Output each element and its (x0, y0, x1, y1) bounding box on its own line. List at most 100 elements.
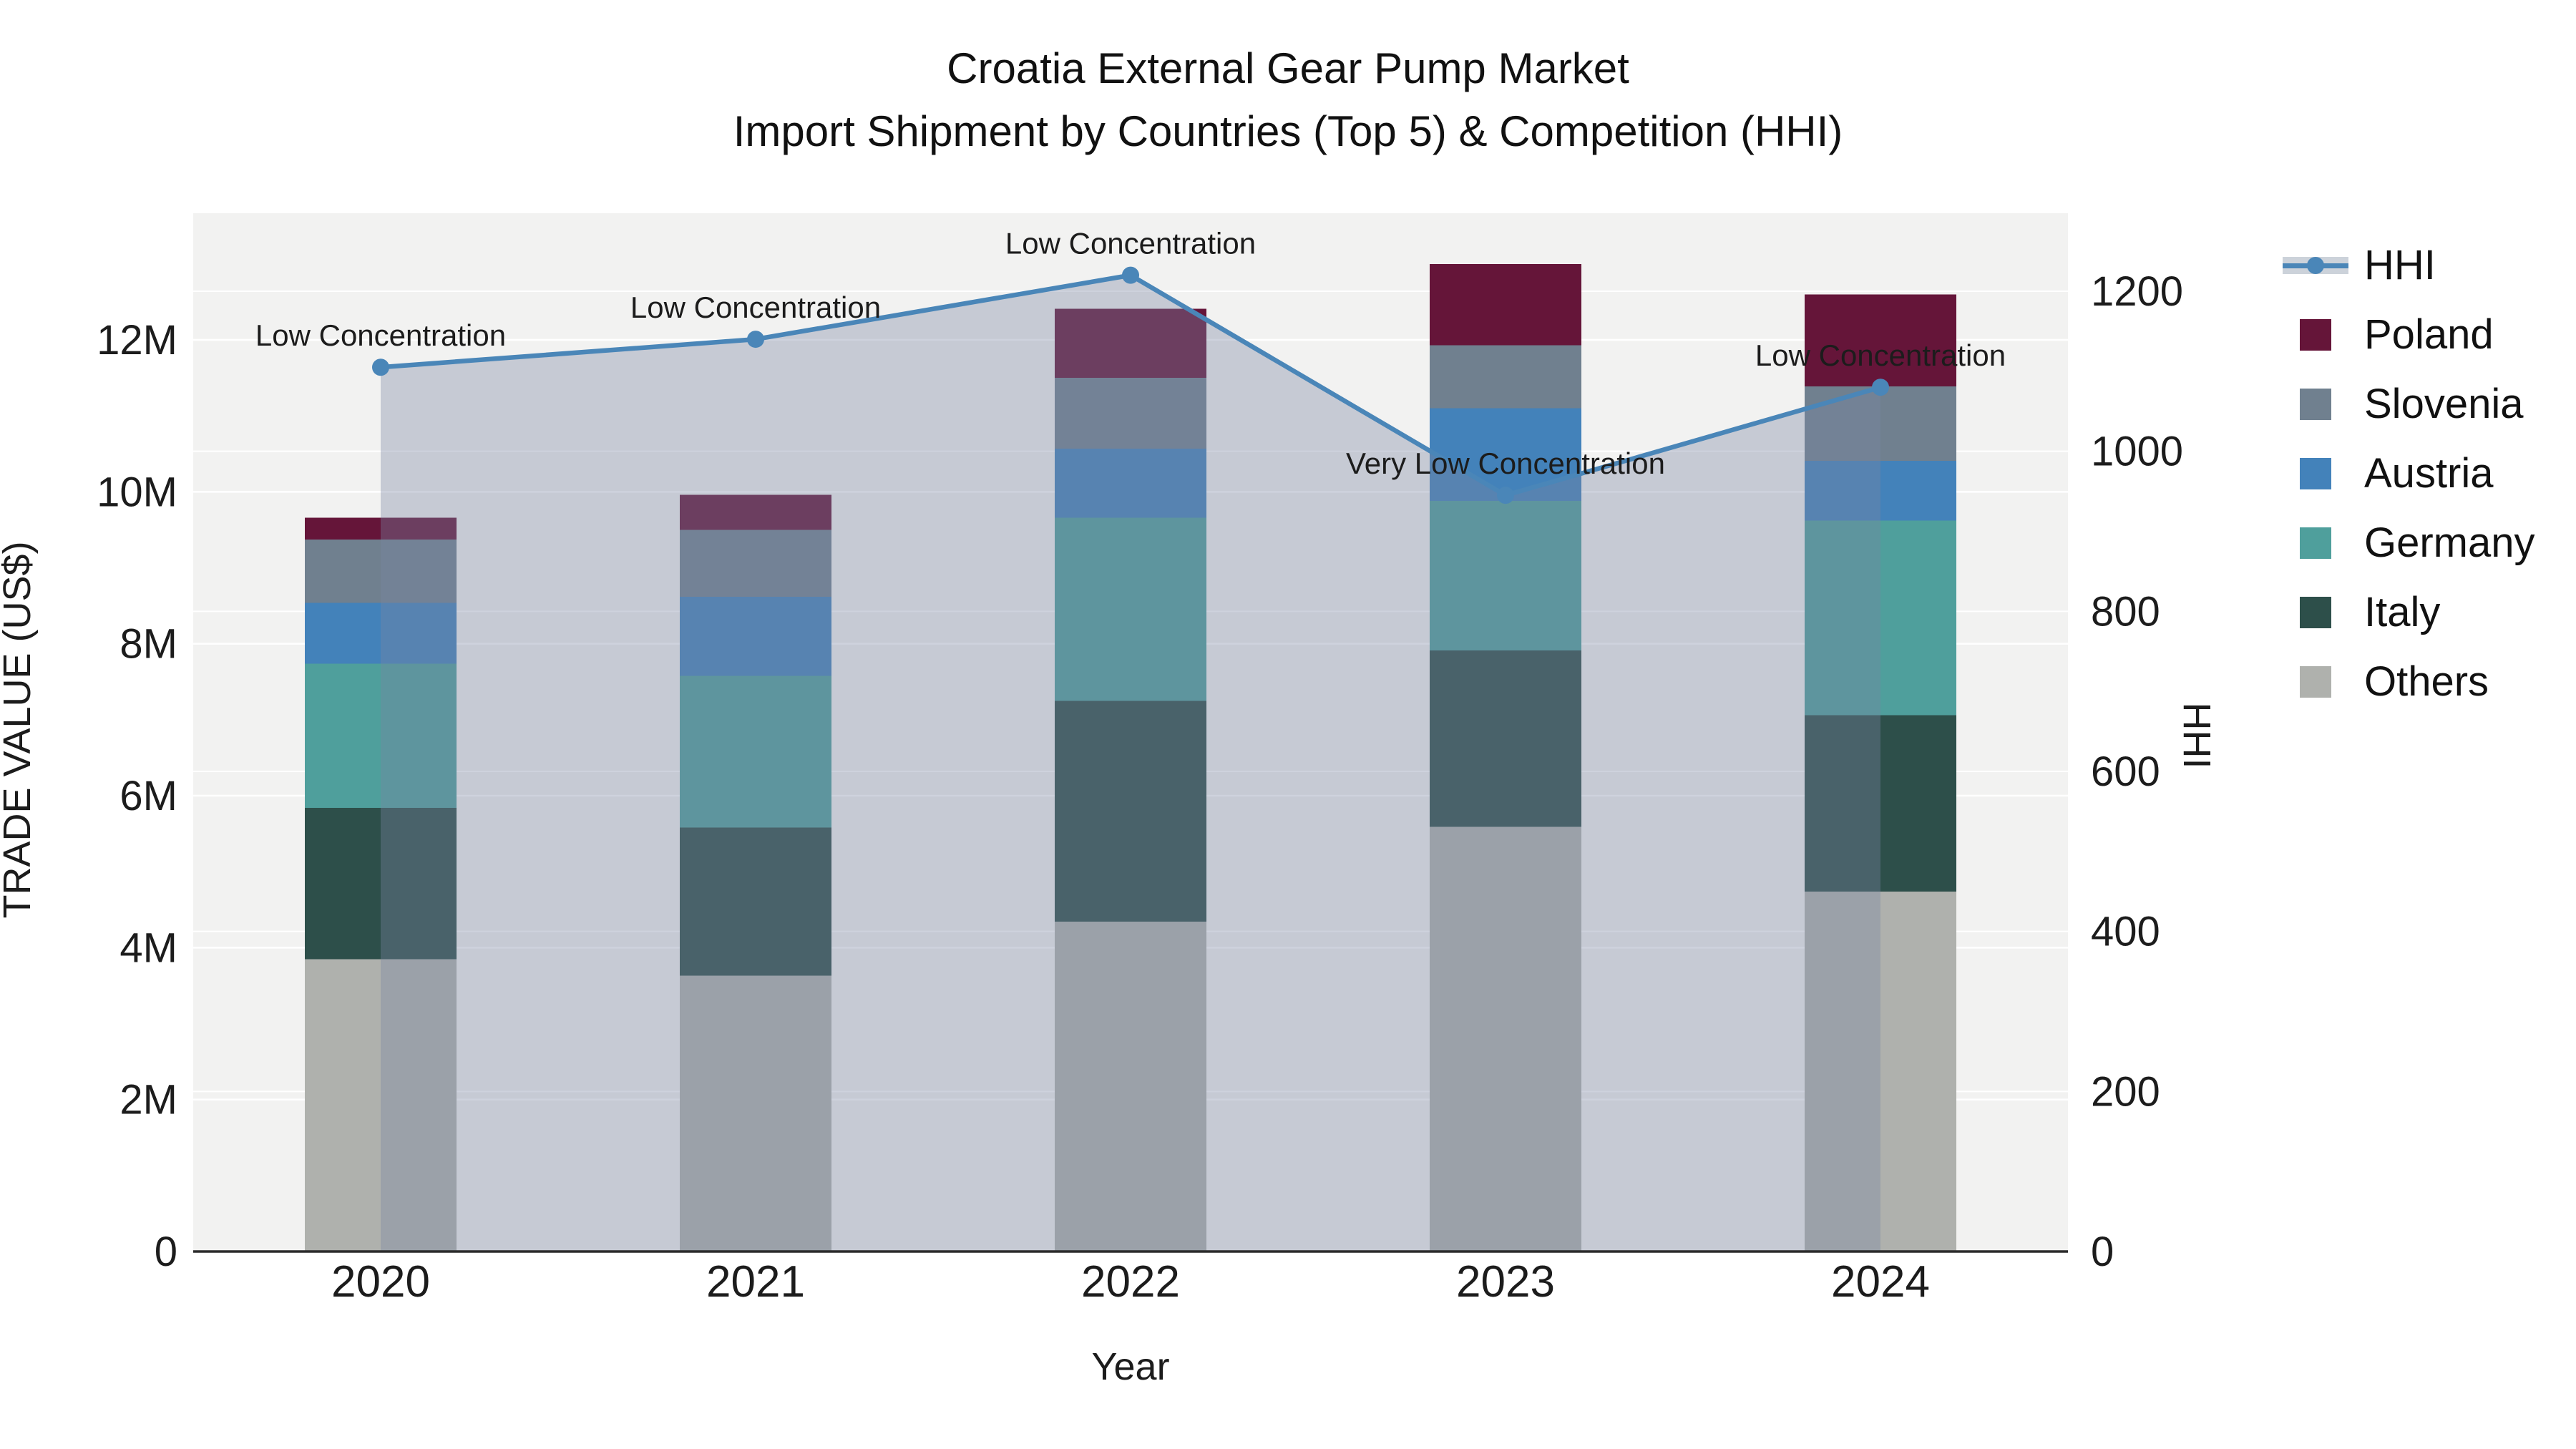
legend-color-swatch (2300, 457, 2331, 489)
stacked-bars-layer (305, 263, 1956, 1252)
y-right-tick-800: 800 (2091, 588, 2160, 635)
legend-item-hhi[interactable]: HHI (2283, 230, 2535, 300)
legend-label: Germany (2364, 519, 2535, 566)
bar-2023-austria[interactable] (1430, 408, 1581, 502)
legend-item-others[interactable]: Others (2283, 647, 2535, 716)
legend-label: Italy (2364, 589, 2441, 635)
legend-item-germany[interactable]: Germany (2283, 508, 2535, 577)
bar-2022-italy[interactable] (1055, 701, 1206, 922)
legend-color-swatch (2300, 318, 2331, 351)
tick-label-layer: 0 2M 4M 6M 8M 10M 12M 0 200 400 600 800 1000 1200 2020… (97, 268, 2183, 1307)
bar-2020-others[interactable] (305, 959, 457, 1252)
y-left-tick-2M: 2M (119, 1077, 177, 1123)
legend: HHI Poland Slovenia Austria Germany Italy Othe… (2283, 230, 2535, 716)
y-right-tick-400: 400 (2091, 909, 2160, 955)
legend-label: Slovenia (2364, 381, 2524, 427)
hhi-area-fill (381, 275, 1880, 1252)
legend-swatch-icon (2283, 527, 2348, 559)
bar-2024-slovenia[interactable] (1805, 386, 1956, 461)
y-left-tick-4M: 4M (119, 924, 177, 971)
legend-swatch-icon (2283, 388, 2348, 420)
legend-item-poland[interactable]: Poland (2283, 300, 2535, 369)
chart-title: Croatia External Gear Pump Market Import… (0, 37, 2576, 163)
legend-line-icon (2283, 256, 2348, 274)
chart-title-line2: Import Shipment by Countries (Top 5) & C… (733, 107, 1843, 155)
bar-2024-austria[interactable] (1805, 460, 1956, 521)
bar-2020-italy[interactable] (305, 807, 457, 960)
bar-2020-austria[interactable] (305, 602, 457, 664)
bar-2023-italy[interactable] (1430, 650, 1581, 827)
y-left-tick-10M: 10M (97, 469, 177, 515)
x-tick-2020: 2020 (331, 1257, 430, 1307)
bar-2022-germany[interactable] (1055, 517, 1206, 701)
y-left-axis-title: TRADE VALUE (US$) (0, 541, 39, 918)
bar-2021-germany[interactable] (680, 675, 831, 828)
bar-2023-others[interactable] (1430, 826, 1581, 1252)
bar-2022-austria[interactable] (1055, 448, 1206, 518)
x-axis-title: Year (1091, 1345, 1169, 1388)
y-right-tick-600: 600 (2091, 748, 2160, 795)
bar-2021-others[interactable] (680, 975, 831, 1252)
bar-2020-slovenia[interactable] (305, 540, 457, 603)
bar-2024-others[interactable] (1805, 891, 1956, 1252)
legend-label: Austria (2364, 450, 2494, 497)
bar-2023-germany[interactable] (1430, 501, 1581, 651)
annotation-2023: Very Low Concentration (1346, 447, 1665, 480)
bar-2021-italy[interactable] (680, 827, 831, 976)
hhi-area-swatch (2283, 256, 2348, 274)
y-right-tick-200: 200 (2091, 1068, 2160, 1115)
legend-swatch-icon (2283, 318, 2348, 351)
legend-label: Others (2364, 658, 2489, 705)
bar-2022-others[interactable] (1055, 922, 1206, 1252)
y-right-tick-1200: 1200 (2091, 268, 2183, 315)
hhi-point-2024[interactable] (1872, 379, 1889, 396)
legend-color-swatch (2300, 596, 2331, 628)
legend-color-swatch (2300, 665, 2331, 698)
hhi-point-2023[interactable] (1497, 487, 1514, 504)
legend-label: HHI (2364, 242, 2436, 288)
y-left-tick-0: 0 (155, 1229, 177, 1275)
bar-2024-germany[interactable] (1805, 520, 1956, 716)
bar-2021-slovenia[interactable] (680, 530, 831, 597)
bar-2023-slovenia[interactable] (1430, 345, 1581, 409)
annotation-2022: Low Concentration (1005, 227, 1256, 260)
hhi-point-2020[interactable] (372, 358, 389, 376)
hhi-marker-swatch (2307, 256, 2324, 274)
bar-2024-poland[interactable] (1805, 294, 1956, 386)
bar-2024-italy[interactable] (1805, 715, 1956, 892)
chart-title-line1: Croatia External Gear Pump Market (947, 44, 1629, 92)
hhi-point-2021[interactable] (747, 331, 764, 348)
legend-item-italy[interactable]: Italy (2283, 577, 2535, 647)
bar-2020-poland[interactable] (305, 517, 457, 540)
x-tick-2024: 2024 (1831, 1257, 1930, 1307)
legend-label: Poland (2364, 311, 2494, 358)
bar-2020-germany[interactable] (305, 663, 457, 808)
legend-swatch-icon (2283, 596, 2348, 628)
bar-2022-poland[interactable] (1055, 308, 1206, 379)
legend-swatch-icon (2283, 665, 2348, 698)
legend-color-swatch (2300, 527, 2331, 559)
y-left-tick-6M: 6M (119, 773, 177, 819)
hhi-point-2022[interactable] (1122, 266, 1139, 284)
bar-2023-poland[interactable] (1430, 263, 1581, 346)
legend-color-swatch (2300, 388, 2331, 420)
y-left-tick-8M: 8M (119, 621, 177, 668)
annotation-2024: Low Concentration (1755, 338, 2006, 372)
y-right-tick-0: 0 (2091, 1229, 2114, 1275)
x-tick-2023: 2023 (1456, 1257, 1555, 1307)
bar-2022-slovenia[interactable] (1055, 378, 1206, 449)
x-tick-2021: 2021 (706, 1257, 805, 1307)
legend-item-austria[interactable]: Austria (2283, 439, 2535, 508)
y-right-tick-1000: 1000 (2091, 429, 2183, 475)
annotation-2020: Low Concentration (255, 318, 506, 352)
x-tick-2022: 2022 (1081, 1257, 1180, 1307)
bar-2021-poland[interactable] (680, 494, 831, 530)
hhi-line-layer (372, 266, 1889, 504)
annotation-2021: Low Concentration (630, 291, 881, 324)
bar-2021-austria[interactable] (680, 596, 831, 676)
y-right-axis-title: HHI (2175, 703, 2218, 769)
hhi-area-layer (381, 275, 1880, 1252)
legend-item-slovenia[interactable]: Slovenia (2283, 369, 2535, 439)
